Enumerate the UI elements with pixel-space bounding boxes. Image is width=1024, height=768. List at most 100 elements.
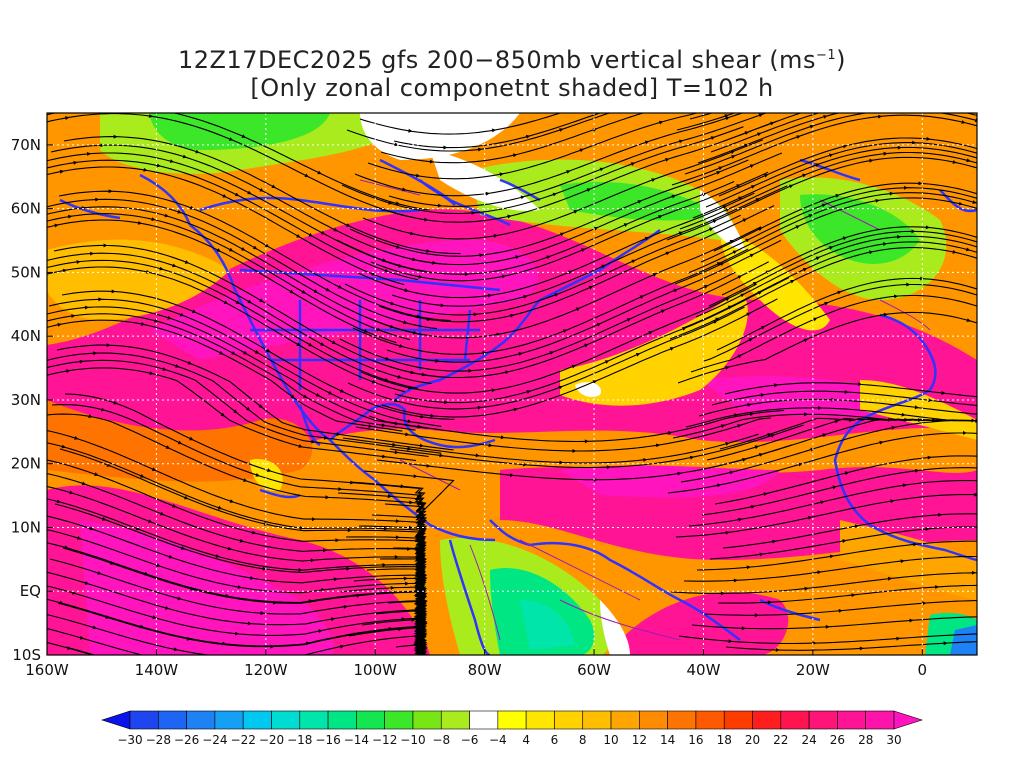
- lat-label: 10S: [12, 646, 41, 664]
- streamline: [47, 359, 429, 458]
- streamline-arrow: [320, 230, 326, 235]
- streamline-arrow: [419, 545, 424, 551]
- streamline: [394, 277, 790, 404]
- streamline-arrow: [172, 503, 177, 508]
- lat-label: 50N: [11, 263, 41, 281]
- colorbar-label: 12: [632, 733, 647, 747]
- shading-layer: [47, 113, 977, 655]
- streamline-arrow: [245, 406, 251, 411]
- streamline-arrow: [315, 392, 321, 397]
- streamline-arrow: [716, 262, 722, 266]
- streamline: [47, 430, 426, 528]
- streamline: [347, 306, 745, 410]
- streamline-arrow: [408, 128, 413, 133]
- streamline-arrow: [593, 226, 599, 231]
- streamline-arrow: [770, 121, 775, 126]
- streamline-arrow: [336, 432, 341, 436]
- streamline-arrow: [985, 555, 989, 559]
- streamline-arrow: [465, 272, 470, 277]
- streamline-arrow: [258, 656, 262, 660]
- chart-title-line1: 12Z17DEC2025 gfs 200−850mb vertical shea…: [177, 46, 846, 74]
- streamline-arrow: [798, 462, 803, 467]
- streamline-arrow: [404, 288, 409, 293]
- streamline-arrow: [648, 331, 653, 335]
- streamline-arrow: [772, 539, 777, 544]
- colorbar-label: −28: [146, 733, 171, 747]
- streamline-arrow: [97, 571, 102, 575]
- streamline-arrow: [437, 203, 442, 208]
- streamline-arrow: [182, 154, 188, 159]
- streamline-arrow: [596, 322, 602, 327]
- streamline-arrow: [418, 610, 423, 615]
- streamline-arrow: [419, 578, 424, 583]
- streamline-arrow: [643, 458, 648, 462]
- streamline: [62, 547, 427, 612]
- streamline: [341, 126, 744, 215]
- streamline-arrow: [637, 200, 642, 204]
- streamline-arrow: [416, 612, 421, 617]
- colorbar-bin: [582, 710, 612, 730]
- colorbar-label: 18: [717, 733, 732, 747]
- streamline: [65, 646, 97, 655]
- streamline-arrow: [267, 468, 272, 472]
- streamline-arrow: [644, 236, 650, 241]
- streamline-arrow: [61, 444, 66, 449]
- streamline-arrow: [320, 342, 325, 346]
- streamline-arrow: [299, 526, 304, 530]
- streamline-arrow: [943, 641, 948, 646]
- streamline-arrow: [759, 552, 764, 557]
- streamline-arrow: [398, 263, 403, 268]
- streamline-arrow: [971, 418, 976, 423]
- streamline-arrow: [914, 405, 919, 410]
- lon-label: 0: [918, 661, 928, 679]
- streamline: [47, 613, 426, 655]
- streamline: [47, 206, 424, 336]
- streamline-arrow: [195, 149, 200, 154]
- streamline-arrow: [639, 295, 645, 299]
- streamline-arrow: [419, 538, 424, 543]
- streamline-arrow: [420, 519, 425, 524]
- colorbar-label: 26: [830, 733, 845, 747]
- streamline-arrow: [396, 245, 401, 249]
- streamline-arrow: [421, 612, 426, 616]
- streamline-arrow: [340, 644, 345, 649]
- streamline-arrow: [325, 287, 331, 292]
- streamline-arrow: [94, 472, 99, 476]
- streamline-arrow: [430, 413, 435, 418]
- streamline-arrow: [395, 519, 400, 523]
- streamline: [378, 205, 775, 323]
- streamline-arrow: [601, 264, 606, 269]
- streamline-arrow: [417, 573, 422, 578]
- streamline-arrow: [478, 147, 483, 152]
- streamline-arrow: [748, 338, 753, 342]
- streamline: [395, 643, 428, 655]
- streamline-arrow: [747, 402, 752, 407]
- streamline: [47, 313, 416, 431]
- streamline-arrow: [222, 641, 227, 646]
- streamline-arrow: [266, 348, 271, 353]
- streamline-arrow: [416, 629, 421, 634]
- streamline-arrow: [69, 490, 74, 495]
- streamline-arrow: [407, 547, 412, 551]
- streamline-arrow: [67, 646, 72, 650]
- streamline-arrow: [347, 528, 352, 533]
- streamline-arrow: [734, 413, 739, 418]
- colorbar-label: −10: [400, 733, 425, 747]
- streamline: [61, 290, 455, 420]
- streamline-arrow: [323, 548, 328, 553]
- lat-label: 20N: [11, 455, 41, 473]
- lat-labels: 70N 60N 50N 40N 30N 20N 10N EQ 10S: [11, 136, 53, 664]
- streamline: [47, 159, 419, 281]
- lon-label: 40W: [687, 661, 721, 679]
- streamline: [47, 628, 145, 655]
- streamline-arrow: [718, 166, 723, 171]
- streamline-arrow: [491, 128, 497, 133]
- streamline-arrow: [749, 164, 755, 168]
- colorbar-bin: [639, 710, 668, 730]
- streamline-arrow: [259, 188, 264, 192]
- streamline-arrow: [250, 576, 255, 580]
- colorbar-bin: [695, 710, 725, 730]
- streamline: [361, 618, 428, 655]
- streamline-arrow: [738, 517, 743, 522]
- streamline-arrow: [229, 499, 235, 503]
